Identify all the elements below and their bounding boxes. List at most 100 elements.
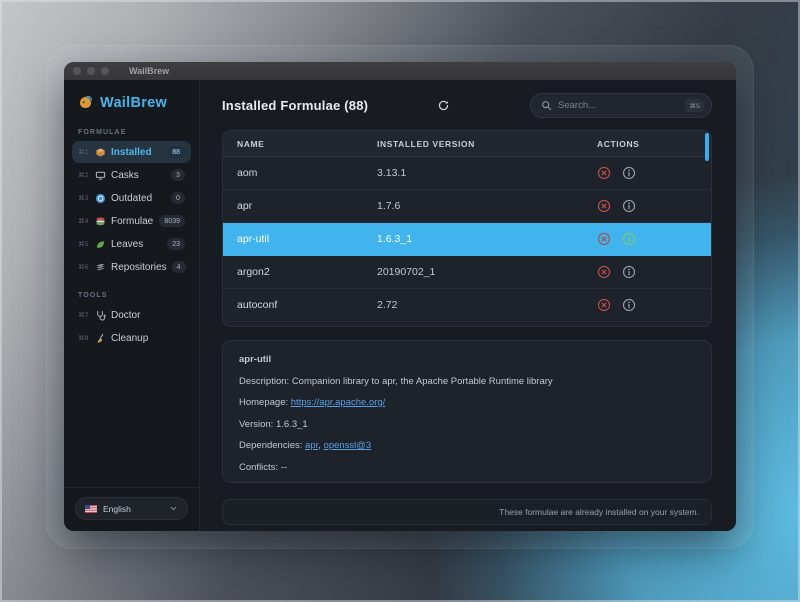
count-badge: 3 — [171, 169, 185, 181]
formula-name-cell: apr-util — [237, 233, 270, 245]
table-row[interactable]: argon2 20190702_1 — [223, 256, 711, 289]
uninstall-button[interactable] — [597, 265, 611, 279]
column-header-actions: ACTIONS — [597, 138, 640, 149]
actions-cell — [597, 265, 711, 279]
keyboard-shortcut: ⌘4 — [78, 217, 89, 225]
uninstall-button[interactable] — [597, 298, 611, 312]
homepage-link[interactable]: https://apr.apache.org/ — [290, 397, 386, 408]
detail-version: Version: 1.6.3_1 — [239, 418, 308, 430]
doctor-icon — [94, 309, 106, 321]
sidebar-item-label: Leaves — [111, 238, 144, 250]
info-circle-icon — [622, 199, 636, 213]
sidebar-section-label: TOOLS — [78, 292, 108, 299]
content-header: Installed Formulae (88) ⌘S — [222, 93, 712, 118]
chevron-down-icon — [170, 506, 177, 511]
uninstall-button[interactable] — [597, 199, 611, 213]
sidebar-item-label: Outdated — [111, 192, 153, 204]
sidebar-item-installed[interactable]: ⌘1 Installed 88 — [72, 141, 191, 163]
uninstall-button[interactable] — [597, 166, 611, 180]
dependency-link-apr[interactable]: apr — [305, 440, 319, 451]
detail-description: Description: Companion library to apr, t… — [239, 375, 553, 387]
count-badge: 8039 — [159, 215, 185, 227]
sidebar-item-cleanup[interactable]: ⌘8 Cleanup — [72, 327, 191, 349]
search-input[interactable] — [558, 100, 680, 111]
scrollbar-thumb[interactable] — [705, 133, 709, 161]
casks-icon — [94, 169, 106, 181]
table-row[interactable] — [223, 322, 711, 326]
info-button[interactable] — [622, 199, 636, 213]
formula-version-cell: 3.13.1 — [377, 167, 407, 179]
sidebar-item-doctor[interactable]: ⌘7 Doctor — [72, 304, 191, 326]
x-circle-icon — [597, 199, 611, 213]
sidebar-item-label: Formulae — [111, 215, 154, 227]
info-circle-icon — [622, 232, 636, 246]
formula-name-cell: aom — [237, 167, 258, 179]
info-button[interactable] — [622, 265, 636, 279]
detail-conflicts: Conflicts: -- — [239, 461, 288, 473]
count-badge: 88 — [167, 146, 185, 158]
actions-cell — [597, 166, 711, 180]
x-circle-icon — [597, 166, 611, 180]
x-circle-icon — [597, 265, 611, 279]
formula-version-cell: 2.72 — [377, 299, 398, 311]
keyboard-shortcut: ⌘3 — [78, 194, 89, 202]
count-badge: 4 — [171, 261, 186, 273]
main-content: Installed Formulae (88) ⌘S — [200, 80, 736, 531]
sidebar-item-outdated[interactable]: ⌘3 Outdated 0 — [72, 187, 191, 209]
refresh-button[interactable] — [435, 97, 452, 114]
language-selector-area: English — [64, 487, 199, 531]
installed-icon — [94, 146, 106, 158]
info-button[interactable] — [622, 166, 636, 180]
keyboard-shortcut: ⌘7 — [78, 311, 89, 319]
detail-homepage: Homepage: https://apr.apache.org/ — [239, 397, 386, 408]
table-row[interactable]: aom 3.13.1 — [223, 157, 711, 190]
sidebar-item-formulae[interactable]: ⌘4 Formulae 8039 — [72, 210, 191, 232]
keyboard-shortcut: ⌘8 — [78, 334, 89, 342]
titlebar: WailBrew — [64, 62, 736, 80]
info-circle-icon — [622, 265, 636, 279]
cleanup-icon — [94, 332, 106, 344]
table-row[interactable]: apr 1.7.6 — [223, 190, 711, 223]
dependency-link-openssl@3[interactable]: openssl@3 — [323, 440, 372, 451]
sidebar-item-repositories[interactable]: ⌘6 Repositories 4 — [72, 256, 191, 278]
count-badge: 23 — [167, 238, 185, 250]
search-icon — [542, 101, 552, 111]
keyboard-shortcut: ⌘1 — [78, 148, 89, 156]
info-button[interactable] — [622, 298, 636, 312]
table-header: NAME INSTALLED VERSION ACTIONS — [223, 131, 711, 157]
table-body: aom 3.13.1 apr 1.7.6 — [223, 157, 711, 326]
sidebar-item-leaves[interactable]: ⌘5 Leaves 23 — [72, 233, 191, 255]
keyboard-shortcut: ⌘5 — [78, 240, 89, 248]
close-window-button[interactable] — [73, 67, 81, 75]
formula-name-cell: apr — [237, 200, 253, 212]
keyboard-shortcut: ⌘6 — [78, 263, 89, 271]
sidebar-section-label: FORMULAE — [78, 129, 127, 136]
sidebar-item-casks[interactable]: ⌘2 Casks 3 — [72, 164, 191, 186]
table-row[interactable]: apr-util 1.6.3_1 — [223, 223, 711, 256]
uninstall-button[interactable] — [597, 232, 611, 246]
status-message: These formulae are already installed on … — [499, 507, 699, 517]
language-select[interactable]: English — [75, 497, 188, 520]
info-button[interactable] — [622, 232, 636, 246]
minimize-window-button[interactable] — [87, 67, 95, 75]
actions-cell — [597, 298, 711, 312]
sidebar-item-label: Doctor — [111, 309, 141, 321]
app-logo-row: WailBrew — [64, 94, 199, 111]
us-flag-icon — [85, 504, 97, 513]
sidebar: WailBrew FORMULAE ⌘1 Installed 88 ⌘2 Cas… — [64, 80, 200, 531]
search-field[interactable]: ⌘S — [530, 93, 712, 118]
formula-detail-panel: apr-util Description: Companion library … — [222, 340, 712, 483]
column-header-name: NAME — [237, 138, 265, 149]
table-row[interactable]: autoconf 2.72 — [223, 289, 711, 322]
sidebar-sections: FORMULAE ⌘1 Installed 88 ⌘2 Casks 3 ⌘3 O… — [64, 115, 199, 350]
language-value: English — [103, 503, 131, 514]
sidebar-item-label: Installed — [111, 146, 152, 158]
sidebar-item-label: Repositories — [111, 261, 167, 273]
formula-name-cell: autoconf — [237, 299, 278, 311]
detail-dependencies: Dependencies: apr, openssl@3 — [239, 440, 372, 451]
sidebar-item-label: Casks — [111, 169, 139, 181]
zoom-window-button[interactable] — [101, 67, 109, 75]
wailbrew-logo-icon — [80, 96, 92, 108]
keyboard-shortcut: ⌘2 — [78, 171, 89, 179]
formula-version-cell: 1.7.6 — [377, 200, 401, 212]
